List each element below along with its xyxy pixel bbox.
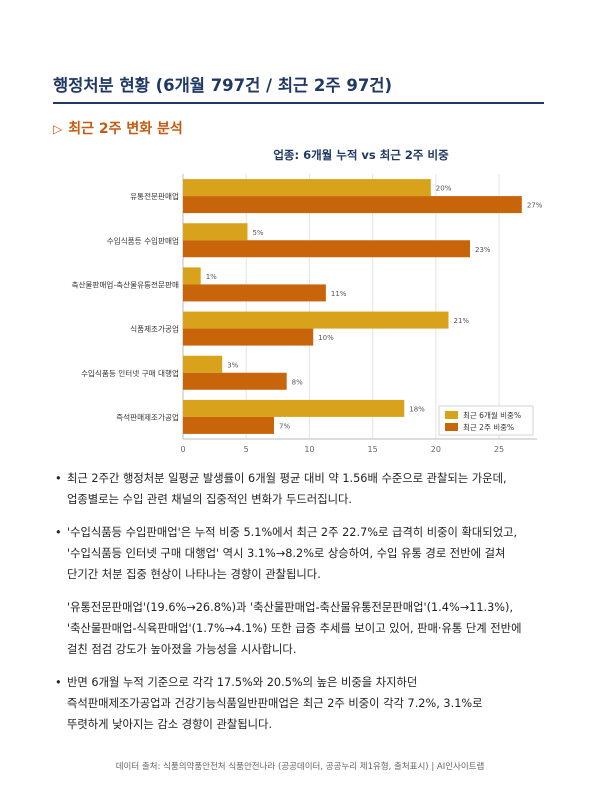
bar-data-label: 8% <box>292 378 303 386</box>
x-tick-label: 20 <box>431 445 441 454</box>
section-title: 최근 2주 변화 분석 <box>68 121 183 137</box>
triangle-marker-icon: ▷ <box>53 122 63 136</box>
paragraph: '유통전문판매업'(19.6%→26.8%)과 '축산물판매업-축산물유통전문판… <box>55 597 555 660</box>
bar-data-label: 3% <box>227 361 238 369</box>
bullet-text-line: '수입식품등 인터넷 구매 대행업' 역시 3.1%→8.2%로 상승하여, 수… <box>67 547 506 560</box>
bullet-text-line: 업종별로는 수입 관련 채널의 집중적인 변화가 두드러집니다. <box>67 493 352 506</box>
title-divider <box>53 102 544 104</box>
bullet-item: • '수입식품등 수입판매업'은 누적 비중 5.1%에서 최근 2주 22.7… <box>55 522 555 585</box>
bar-data-label: 27% <box>527 202 543 210</box>
x-tick-label: 0 <box>180 445 185 454</box>
category-label: 수입식품등 수입판매업 <box>107 236 179 245</box>
bar <box>183 372 287 390</box>
legend-label: 최근 2주 비중% <box>463 422 514 432</box>
section-heading: ▷ 최근 2주 변화 분석 <box>53 118 183 138</box>
bar-data-label: 20% <box>436 185 452 193</box>
paragraph-text-line: '유통전문판매업'(19.6%→26.8%)과 '축산물판매업-축산물유통전문판… <box>67 601 514 614</box>
bar <box>183 311 449 329</box>
bar <box>183 328 314 346</box>
bar <box>183 284 326 302</box>
legend-label: 최근 6개월 비중% <box>463 410 521 420</box>
bullet-text-line: '수입식품등 수입판매업'은 누적 비중 5.1%에서 최근 2주 22.7%로… <box>67 526 518 539</box>
legend-swatch <box>445 411 458 419</box>
bar-data-label: 10% <box>318 334 334 342</box>
legend-swatch <box>445 423 458 431</box>
bullet-text-line: 뚜렷하게 낮아지는 감소 경향이 관찰됩니다. <box>67 718 273 731</box>
category-label: 수입식품등 인터넷 구매 대행업 <box>81 368 179 378</box>
bar <box>183 196 522 214</box>
category-label: 유통전문판매업 <box>130 191 179 201</box>
paragraph-text-line: '축산물판매업-식육판매업'(1.7%→4.1%) 또한 급증 추세를 보이고 … <box>67 622 522 635</box>
bullet-text-line: 반면 6개월 누적 기준으로 각각 17.5%와 20.5%의 높은 비중을 차… <box>67 676 418 689</box>
analysis-bullets: • 최근 2주간 행정처분 일평균 발생률이 6개월 평균 대비 약 1.56배… <box>55 468 555 735</box>
bar <box>183 416 275 434</box>
bullet-item: • 최근 2주간 행정처분 일평균 발생률이 6개월 평균 대비 약 1.56배… <box>55 468 555 510</box>
x-tick-label: 15 <box>368 445 378 454</box>
paragraph-text-line: 걸친 점검 강도가 높아졌을 가능성을 시사합니다. <box>67 643 297 656</box>
bar-chart: 업종: 6개월 누적 vs 최근 2주 비중 0 5 10 15 20 25 유통전문판매업 2… <box>71 148 543 454</box>
page-title: 행정처분 현황 (6개월 797건 / 최근 2주 97건) <box>53 76 393 95</box>
bar-data-label: 21% <box>454 317 470 325</box>
bar-data-label: 5% <box>252 229 263 237</box>
bar-data-label: 23% <box>475 246 491 254</box>
bar-data-label: 1% <box>206 273 217 281</box>
bar <box>183 355 223 373</box>
category-label: 식품제조가공업 <box>130 325 179 334</box>
bullet-item: • 반면 6개월 누적 기준으로 각각 17.5%와 20.5%의 높은 비중을… <box>55 672 555 735</box>
bar-data-label: 11% <box>331 290 347 298</box>
bar-data-label: 7% <box>279 422 290 430</box>
bar <box>183 223 248 241</box>
footer-source: 데이터 출처: 식품의약품안전처 식품안전나라 (공공데이터, 공공누리 제1유… <box>115 762 485 772</box>
chart-title: 업종: 6개월 누적 vs 최근 2주 비중 <box>273 148 449 162</box>
x-tick-label: 25 <box>494 445 504 454</box>
bar <box>183 399 405 417</box>
bullet-dot-icon: • <box>55 526 62 539</box>
bar <box>183 179 431 197</box>
plot-area <box>183 174 537 439</box>
bar-data-label: 18% <box>409 405 425 413</box>
x-tick-label: 10 <box>304 445 314 454</box>
bullet-dot-icon: • <box>55 676 62 689</box>
bullet-text-line: 단기간 처분 집중 현상이 나타나는 경향이 관찰됩니다. <box>67 568 321 581</box>
bullet-dot-icon: • <box>55 472 62 485</box>
category-label: 축산물판매업-축산물유통전문판매 <box>71 279 179 289</box>
bar <box>183 240 470 258</box>
x-tick-label: 5 <box>244 445 249 454</box>
bullet-text-line: 최근 2주간 행정처분 일평균 발생률이 6개월 평균 대비 약 1.56배 수… <box>67 472 507 485</box>
bar <box>183 267 201 285</box>
category-label: 즉석판매제조가공업 <box>116 412 179 422</box>
bullet-text-line: 즉석판매제조가공업과 건강기능식품일반판매업은 최근 2주 비중이 각각 7.2… <box>67 697 483 710</box>
